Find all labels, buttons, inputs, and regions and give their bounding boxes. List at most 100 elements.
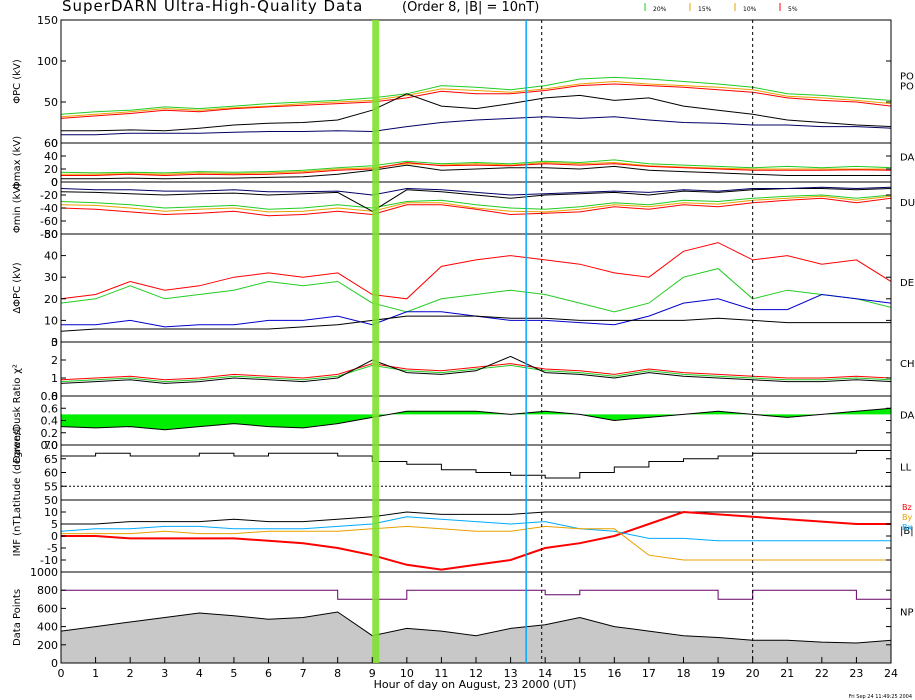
series-line: [61, 161, 891, 175]
y-axis-label: Data Points: [12, 589, 23, 646]
x-tick-label: 20: [746, 667, 760, 680]
x-axis-label: Hour of day on August, 23 2000 (UT): [374, 678, 577, 691]
x-tick-label: 17: [642, 667, 656, 680]
legend-label: 20%: [653, 6, 667, 13]
side-label: LL: [900, 463, 912, 474]
x-tick-label: 10: [400, 667, 414, 680]
series-line: [60, 268, 892, 313]
side-label: NP: [900, 608, 914, 619]
series-line: [61, 525, 891, 561]
x-axis: 0 1 2 3 4 5 6 7 8 9 10 11 12 13 14 15 16 17 18 19 20 21 22 23 24: [58, 657, 898, 680]
x-tick-label: 2: [127, 667, 134, 680]
y-tick-label: 1: [51, 372, 58, 385]
y-tick-label: 0.2: [41, 427, 59, 440]
y-tick-label: -20: [40, 189, 58, 202]
y-tick-label: 40: [44, 250, 58, 263]
imf-legend-label: Bx: [902, 523, 912, 532]
legend-label: 15%: [698, 6, 712, 13]
panel-phi_min: -80-60-40-200 Φmin (kV) DU: [12, 176, 915, 241]
series-line: [60, 364, 892, 383]
x-tick-label: 22: [815, 667, 829, 680]
imf-legend-label: By: [902, 513, 912, 522]
side-label: DE: [900, 278, 914, 289]
y-axis-label: Φmax (kV): [12, 136, 23, 189]
x-tick-label: 6: [265, 667, 272, 680]
y-tick-label: 200: [37, 639, 58, 652]
y-tick-label: 0: [51, 176, 58, 189]
side-label: PO: [900, 72, 914, 83]
y-tick-label: 60: [44, 137, 58, 150]
x-tick-label: 11: [434, 667, 448, 680]
x-tick-label: 18: [677, 667, 691, 680]
y-tick-label: 70: [44, 439, 58, 452]
y-axis-label: IMF (nT): [12, 516, 23, 557]
time-markers: [372, 20, 754, 663]
y-tick-label: 50: [44, 228, 58, 241]
y-tick-label: 50: [44, 96, 58, 109]
figure-title: SuperDARN Ultra-High-Quality Data: [62, 0, 363, 15]
x-tick-label: 15: [573, 667, 587, 680]
series-line: [60, 80, 892, 118]
series-line: [60, 315, 891, 332]
x-tick-label: 0: [58, 667, 65, 680]
y-axis-label: ΦPC (kV): [12, 59, 23, 104]
y-tick-label: 0.4: [41, 415, 59, 428]
panel-dphi_pc: 0 10 20 30 40 50 ΔΦPC (kV) DE: [12, 228, 914, 349]
y-tick-label: -10: [40, 554, 58, 567]
side-label: CH: [900, 359, 915, 370]
x-tick-label: 16: [607, 667, 621, 680]
y-tick-label: 0: [51, 390, 58, 403]
series-line: [60, 355, 892, 384]
ratio-area-fill: [61, 408, 891, 430]
series-line: [60, 159, 892, 174]
x-tick-label: 12: [469, 667, 483, 680]
series-line: [61, 510, 891, 571]
x-tick-label: 8: [334, 667, 341, 680]
y-tick-label: 65: [44, 453, 58, 466]
side-label: PO: [900, 82, 914, 93]
x-tick-label: 23: [849, 667, 863, 680]
series-line: [61, 589, 892, 600]
y-tick-label: 0: [51, 176, 58, 189]
y-tick-label: 600: [37, 602, 58, 615]
panel-frame: [60, 499, 892, 573]
series-line: [61, 447, 892, 479]
panel-ratio: 0.00.20.40.60.8 Dawn/Dusk Ratio DA: [12, 378, 915, 464]
series-line: [60, 516, 891, 542]
y-tick-label: 60: [44, 467, 58, 480]
y-tick-label: 0.8: [41, 390, 59, 403]
y-tick-label: 400: [37, 621, 58, 634]
y-tick-label: 0: [51, 336, 58, 349]
y-tick-label: 30: [44, 271, 58, 284]
x-tick-label: 24: [884, 667, 898, 680]
x-tick-label: 19: [711, 667, 725, 680]
series-line: [60, 407, 892, 431]
legend-label: 10%: [743, 6, 757, 13]
y-axis-label: Latitude (degrees): [12, 426, 23, 518]
y-tick-label: 10: [44, 314, 58, 327]
series-line: [60, 83, 892, 119]
y-tick-label: -60: [40, 215, 58, 228]
x-tick-label: 9: [369, 667, 376, 680]
series-line: [61, 93, 892, 132]
y-tick-label: 0.6: [41, 402, 59, 415]
y-tick-label: 2: [51, 354, 58, 367]
x-tick-label: 1: [92, 667, 99, 680]
y-axis-label: Dawn/Dusk Ratio: [12, 378, 23, 464]
x-tick-label: 13: [504, 667, 518, 680]
side-label: DA: [900, 411, 915, 422]
y-tick-label: 20: [44, 163, 58, 176]
y-axis-label: Φmin (kV): [12, 183, 23, 233]
y-tick-label: 1000: [30, 566, 58, 579]
highlight-band: [372, 20, 380, 663]
panel-npts: 0 200 400 600 800 1000 Data Points NP: [12, 566, 914, 670]
y-tick-label: 5: [51, 518, 58, 531]
y-tick-label: -40: [40, 202, 58, 215]
x-tick-label: 7: [300, 667, 307, 680]
series-line: [60, 242, 892, 300]
series-line: [61, 293, 892, 328]
side-label: |B|: [900, 526, 914, 537]
y-tick-label: 40: [44, 150, 58, 163]
